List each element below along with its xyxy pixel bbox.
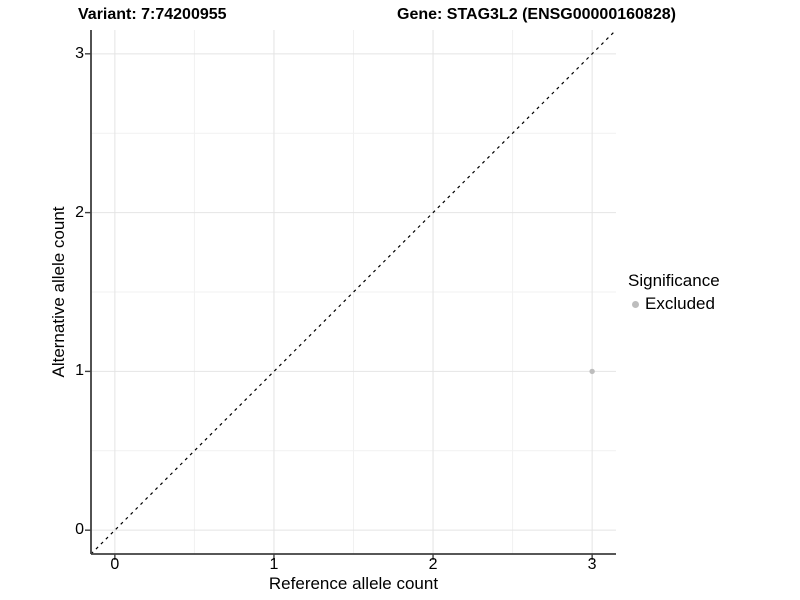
axis-lines: [90, 30, 616, 555]
y-tick-label: 1: [75, 362, 84, 380]
y-tick-label: 2: [75, 203, 84, 221]
data-points: [589, 368, 595, 375]
x-tick-label: 3: [587, 556, 597, 573]
scatter-point: [589, 368, 595, 375]
identity-reference-line: [90, 29, 617, 555]
legend-entry: Excluded: [628, 294, 720, 314]
legend-point-swatch-icon: [632, 300, 639, 308]
legend-title: Significance: [628, 271, 720, 290]
legend-entry-label: Excluded: [645, 294, 715, 313]
plot-title-gene: Gene: STAG3L2 (ENSG00000160828): [397, 6, 676, 23]
x-tick-label: 2: [428, 556, 438, 573]
legend: Significance Excluded: [628, 271, 720, 314]
x-axis-title: Reference allele count: [268, 574, 439, 593]
axis-tick-marks: [85, 53, 593, 560]
y-axis-title: Alternative allele count: [49, 206, 68, 378]
plot-title-variant: Variant: 7:74200955: [78, 6, 227, 23]
gridlines-minor: [91, 30, 616, 554]
gridlines-major: [91, 30, 616, 554]
x-tick-label: 0: [110, 556, 120, 573]
y-tick-label: 0: [75, 521, 84, 539]
x-tick-label: 1: [269, 556, 279, 573]
y-tick-label: 3: [75, 44, 84, 62]
